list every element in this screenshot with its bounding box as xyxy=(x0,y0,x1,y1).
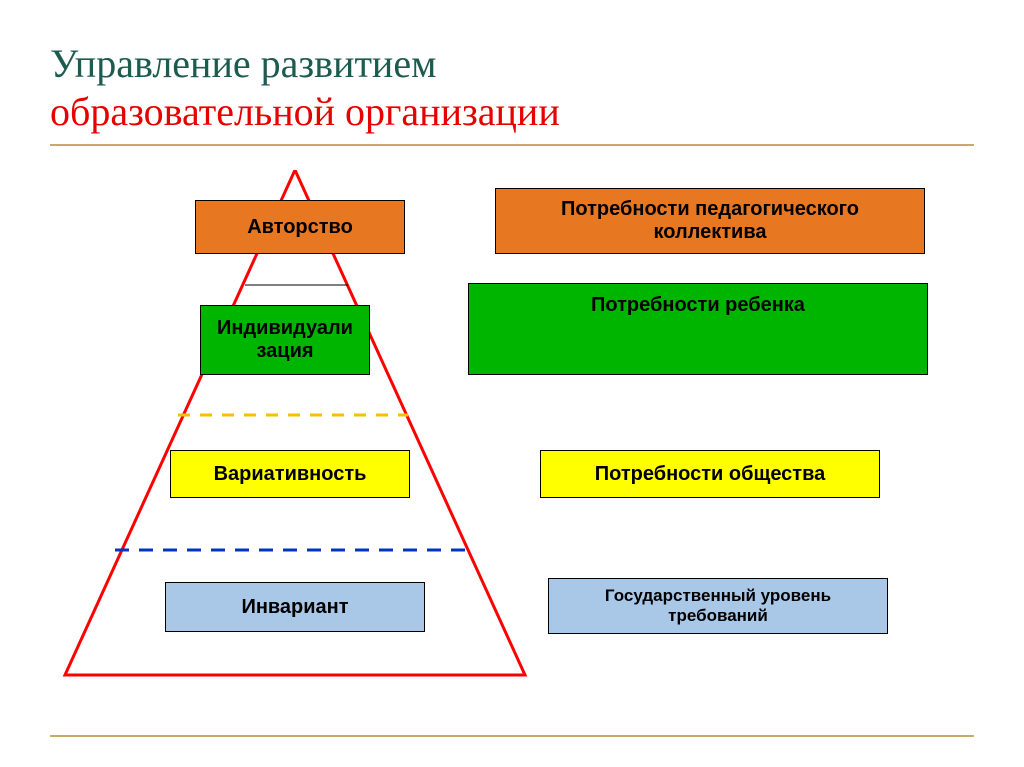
slide: Управление развитием образовательной орг… xyxy=(0,0,1024,767)
bottom-rule xyxy=(50,735,974,737)
box-needs-society: Потребности общества xyxy=(540,450,880,498)
box-invariant-label: Инвариант xyxy=(241,596,348,619)
box-needs-pedagogical: Потребности педагогического коллектива xyxy=(495,188,925,254)
box-needs-child-label: Потребности ребенка xyxy=(591,294,805,317)
box-needs-society-label: Потребности общества xyxy=(595,463,826,486)
box-needs-pedagogical-label: Потребности педагогического коллектива xyxy=(502,198,918,244)
box-needs-child: Потребности ребенка xyxy=(468,283,928,375)
box-variability-label: Вариативность xyxy=(214,463,367,486)
box-invariant: Инвариант xyxy=(165,582,425,632)
title-rule xyxy=(50,144,974,146)
title-line-1: Управление развитием xyxy=(50,41,436,86)
box-individualization-label: Индивидуали зация xyxy=(217,317,353,363)
box-variability: Вариативность xyxy=(170,450,410,498)
pyramid-diagram: Авторство Индивидуали зация Вариативност… xyxy=(50,170,974,707)
box-authorship-label: Авторство xyxy=(247,216,353,239)
box-authorship: Авторство xyxy=(195,200,405,254)
box-state-requirements-label: Государственный уровень требований xyxy=(555,586,881,625)
box-state-requirements: Государственный уровень требований xyxy=(548,578,888,634)
title-line-2: образовательной организации xyxy=(50,89,560,134)
box-individualization: Индивидуали зация xyxy=(200,305,370,375)
slide-title: Управление развитием образовательной орг… xyxy=(50,40,974,136)
